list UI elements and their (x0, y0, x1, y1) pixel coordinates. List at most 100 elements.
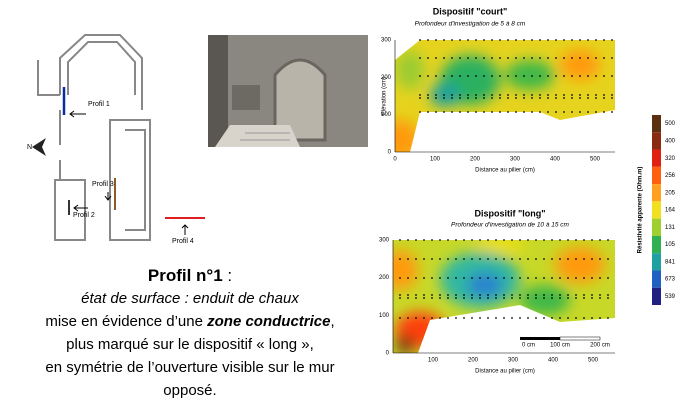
measure-dot (559, 239, 561, 241)
measure-dot (407, 294, 409, 296)
measure-dot (527, 277, 529, 279)
measure-dot (439, 294, 441, 296)
scale-label: 100 cm (550, 343, 570, 349)
measure-dot (611, 111, 613, 113)
measure-dot (543, 258, 545, 260)
measure-dot (483, 57, 485, 59)
measure-dot (571, 39, 573, 41)
measure-dot (479, 277, 481, 279)
measure-dot (535, 317, 537, 319)
measure-dot (567, 294, 569, 296)
measure-dot (487, 297, 489, 299)
measure-dot (527, 317, 529, 319)
contour-chart: Dispositif "long" Profondeur d'investiga… (392, 208, 615, 375)
measure-dot (471, 294, 473, 296)
measure-dot (527, 239, 529, 241)
measure-dot (539, 97, 541, 99)
measure-dot (547, 97, 549, 99)
measure-dot (415, 317, 417, 319)
x-tick-label: 500 (590, 157, 601, 163)
measure-dot (419, 94, 421, 96)
x-tick-label: 400 (550, 157, 561, 163)
measure-dot (471, 258, 473, 260)
heading-suffix: : (223, 266, 232, 285)
y-tick-label: 300 (381, 38, 392, 44)
colorbar: Résistivité apparente (Ohm.m) 500 400 320 2… (638, 115, 676, 305)
measure-dot (427, 57, 429, 59)
measure-dot (551, 239, 553, 241)
measure-dot (527, 294, 529, 296)
measure-dot (523, 111, 525, 113)
measure-dot (535, 277, 537, 279)
measure-dot (415, 258, 417, 260)
measure-dot (483, 111, 485, 113)
profile-label: Profil 1 (88, 101, 110, 108)
measure-dot (611, 75, 613, 77)
color-swatch (652, 287, 661, 305)
measure-dot (595, 94, 597, 96)
text-line: mise en évidence d’une zone conductrice, (45, 313, 334, 330)
measure-dot (587, 111, 589, 113)
measure-dot (439, 239, 441, 241)
measure-dot (415, 297, 417, 299)
colorbar-label: 164 (665, 208, 676, 214)
measure-dot (423, 317, 425, 319)
color-swatch (652, 149, 661, 167)
measure-dot (579, 111, 581, 113)
measure-dot (591, 277, 593, 279)
measure-dot (563, 97, 565, 99)
measure-dot (595, 39, 597, 41)
measure-dot (435, 39, 437, 41)
measure-dot (479, 258, 481, 260)
color-swatch (652, 201, 661, 219)
measure-dot (423, 239, 425, 241)
chart-subtitle: Profondeur d'investigation de 10 à 15 cm (451, 222, 570, 229)
measure-dot (595, 97, 597, 99)
measure-dot (463, 277, 465, 279)
measure-dot (579, 94, 581, 96)
measure-dot (427, 39, 429, 41)
measure-dot (559, 294, 561, 296)
measure-dot (519, 294, 521, 296)
measure-dot (611, 94, 613, 96)
measure-dot (567, 277, 569, 279)
measure-dot (611, 97, 613, 99)
measure-dot (455, 317, 457, 319)
measure-dot (443, 111, 445, 113)
measure-dot (583, 239, 585, 241)
measure-dot (579, 97, 581, 99)
measure-dot (451, 75, 453, 77)
measure-dot (499, 94, 501, 96)
measure-dot (503, 297, 505, 299)
measure-dot (579, 39, 581, 41)
measure-dot (571, 111, 573, 113)
measure-dot (483, 39, 485, 41)
measure-dot (511, 294, 513, 296)
measure-dot (483, 97, 485, 99)
measure-dot (575, 258, 577, 260)
measure-dot (539, 39, 541, 41)
measure-dot (447, 258, 449, 260)
measure-dot (463, 317, 465, 319)
measure-dot (603, 57, 605, 59)
measure-dot (431, 294, 433, 296)
measure-dot (447, 297, 449, 299)
measure-dot (467, 57, 469, 59)
heading: Profil n°1 : (148, 266, 232, 285)
profile-label: Profil 4 (172, 238, 194, 245)
measure-dot (591, 258, 593, 260)
measure-dot (443, 97, 445, 99)
measure-dot (583, 277, 585, 279)
measure-dot (563, 111, 565, 113)
measure-dot (607, 277, 609, 279)
measure-dot (447, 277, 449, 279)
measure-dot (447, 239, 449, 241)
measure-dot (591, 239, 593, 241)
measure-dot (407, 277, 409, 279)
measure-dot (491, 111, 493, 113)
measure-dot (595, 75, 597, 77)
measure-dot (523, 94, 525, 96)
measure-dot (579, 75, 581, 77)
measure-dot (459, 39, 461, 41)
